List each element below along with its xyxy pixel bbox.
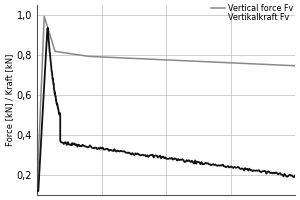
Y-axis label: Force [kN] / Kraft [kN]: Force [kN] / Kraft [kN] <box>5 54 14 146</box>
Legend: Vertical force Fv, Vertikalkraft Fv: Vertical force Fv, Vertikalkraft Fv <box>211 4 294 22</box>
